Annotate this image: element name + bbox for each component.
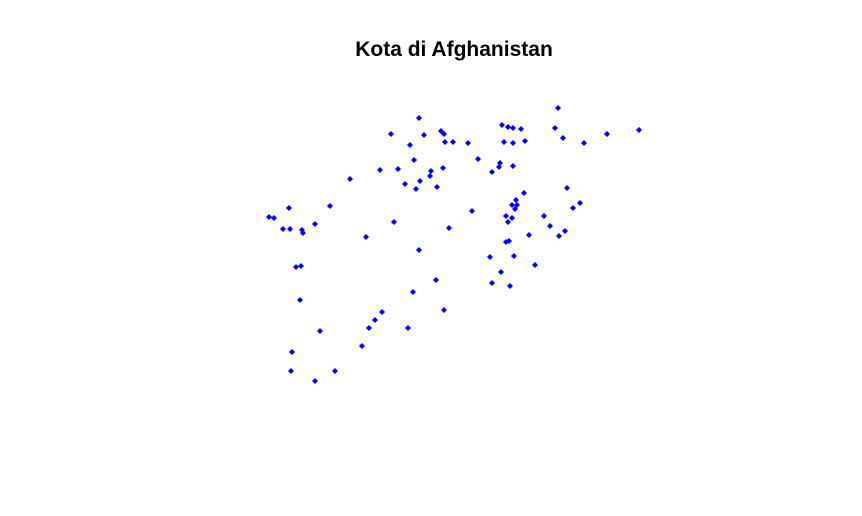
data-point <box>581 140 587 146</box>
data-point <box>312 378 318 384</box>
data-point <box>293 264 299 270</box>
data-point <box>570 205 576 211</box>
data-point <box>475 156 481 162</box>
data-point <box>547 223 553 229</box>
data-point <box>372 317 378 323</box>
data-point <box>298 263 304 269</box>
data-point <box>433 277 439 283</box>
data-point <box>442 139 448 145</box>
data-point <box>507 283 513 289</box>
data-point <box>532 262 538 268</box>
chart-title: Kota di Afghanistan <box>355 38 553 61</box>
data-point <box>560 135 566 141</box>
data-point <box>407 142 413 148</box>
data-point <box>416 247 422 253</box>
data-point <box>512 206 518 212</box>
data-point <box>410 289 416 295</box>
data-point <box>505 219 511 225</box>
data-point <box>556 233 562 239</box>
data-point <box>288 368 294 374</box>
data-point <box>541 213 547 219</box>
data-point <box>564 185 570 191</box>
data-point <box>604 131 610 137</box>
data-point <box>505 124 511 130</box>
data-point <box>499 122 505 128</box>
data-point <box>312 221 318 227</box>
data-point <box>509 202 515 208</box>
data-point <box>421 132 427 138</box>
data-point <box>395 166 401 172</box>
data-point <box>496 164 502 170</box>
data-point <box>402 181 408 187</box>
data-point <box>327 203 333 209</box>
data-point <box>489 169 495 175</box>
data-point <box>347 176 353 182</box>
data-point <box>450 139 456 145</box>
data-point <box>441 131 447 137</box>
data-point <box>503 213 509 219</box>
data-point <box>289 349 295 355</box>
data-point <box>636 127 642 133</box>
data-point <box>510 140 516 146</box>
data-point <box>300 230 306 236</box>
data-point <box>501 139 507 145</box>
data-point <box>526 232 532 238</box>
data-point <box>469 208 475 214</box>
data-point <box>286 205 292 211</box>
data-point <box>411 157 417 163</box>
data-point <box>521 190 527 196</box>
data-point <box>503 239 509 245</box>
data-point <box>391 219 397 225</box>
data-point <box>427 173 433 179</box>
data-point <box>441 307 447 313</box>
data-point <box>363 234 369 240</box>
data-point <box>487 254 493 260</box>
data-point <box>428 168 434 174</box>
data-point <box>511 253 517 259</box>
data-point <box>518 126 524 132</box>
data-point <box>377 167 383 173</box>
data-point <box>446 225 452 231</box>
data-point <box>388 131 394 137</box>
data-point <box>513 197 519 203</box>
data-point <box>297 297 303 303</box>
data-point <box>266 214 272 220</box>
data-point <box>413 186 419 192</box>
data-point <box>359 343 365 349</box>
data-point <box>552 125 558 131</box>
data-point <box>317 328 323 334</box>
data-point <box>562 228 568 234</box>
data-point <box>440 165 446 171</box>
data-point <box>434 184 440 190</box>
data-point <box>366 325 372 331</box>
data-point <box>522 138 528 144</box>
data-point <box>332 368 338 374</box>
data-point <box>271 215 277 221</box>
data-point <box>510 163 516 169</box>
points-group <box>266 105 642 384</box>
data-point <box>379 309 385 315</box>
data-point <box>465 140 471 146</box>
data-point <box>280 226 286 232</box>
data-point <box>577 200 583 206</box>
data-point <box>405 325 411 331</box>
data-point <box>416 115 422 121</box>
data-point <box>417 178 423 184</box>
data-point <box>287 226 293 232</box>
data-point <box>509 215 515 221</box>
data-point <box>489 280 495 286</box>
data-point <box>498 269 504 275</box>
data-point <box>510 125 516 131</box>
data-point <box>555 105 561 111</box>
